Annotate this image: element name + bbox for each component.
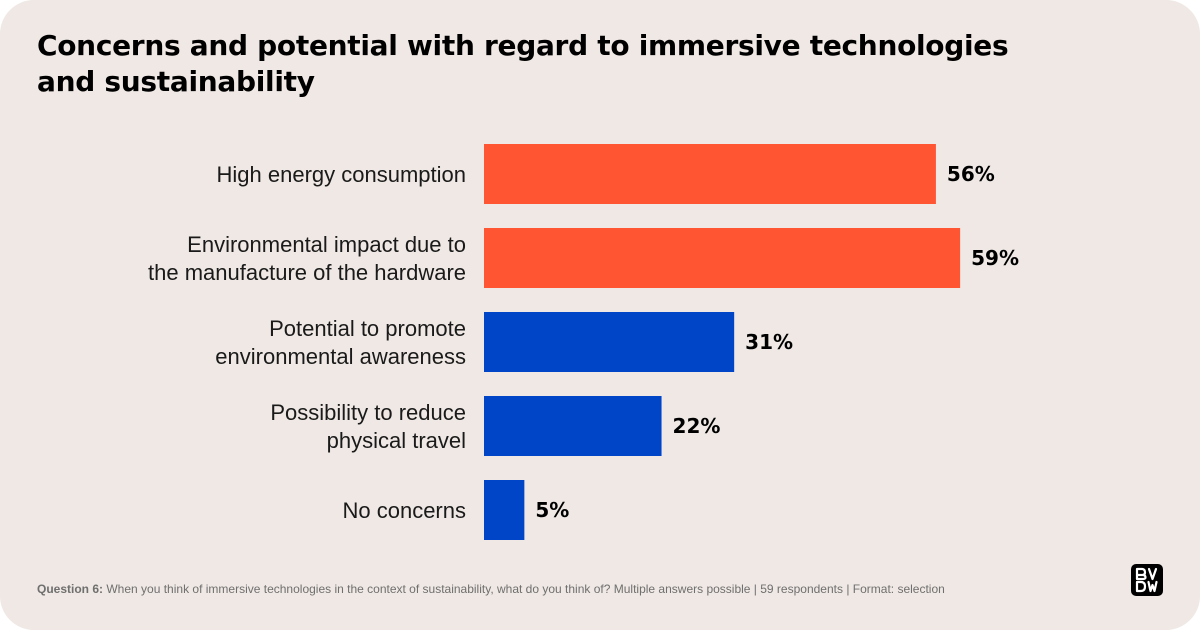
category-label-5: No concerns (342, 498, 466, 523)
bar-2 (484, 228, 961, 288)
bar-5 (484, 480, 525, 540)
category-label-2-line-1: Environmental impact due to (187, 232, 466, 257)
chart-title: Concerns and potential with regard to im… (37, 28, 1037, 100)
chart-title-line-1: Concerns and potential with regard to im… (37, 29, 1009, 62)
footnote-label: Question 6: (37, 582, 104, 596)
category-label-1: High energy consumption (217, 162, 466, 187)
bar-4 (484, 396, 662, 456)
value-label-3: 31% (745, 330, 793, 354)
bvdw-logo-icon (1131, 564, 1163, 596)
bar-3 (484, 312, 735, 372)
category-label-3-line-2: environmental awareness (215, 344, 466, 369)
value-label-5: 5% (535, 498, 569, 522)
chart-title-line-2: and sustainability (37, 65, 315, 98)
value-label-4: 22% (673, 414, 721, 438)
value-label-2: 59% (971, 246, 1019, 270)
footnote-text: When you think of immersive technologies… (106, 582, 945, 596)
category-label-4-line-1: Possibility to reduce (270, 400, 466, 425)
footnote: Question 6: When you think of immersive … (37, 582, 945, 596)
category-label-2-line-2: the manufacture of the hardware (148, 260, 466, 285)
bar-1 (484, 144, 936, 204)
value-label-1: 56% (947, 162, 995, 186)
category-label-3-line-1: Potential to promote (269, 316, 466, 341)
category-label-4-line-2: physical travel (327, 428, 466, 453)
